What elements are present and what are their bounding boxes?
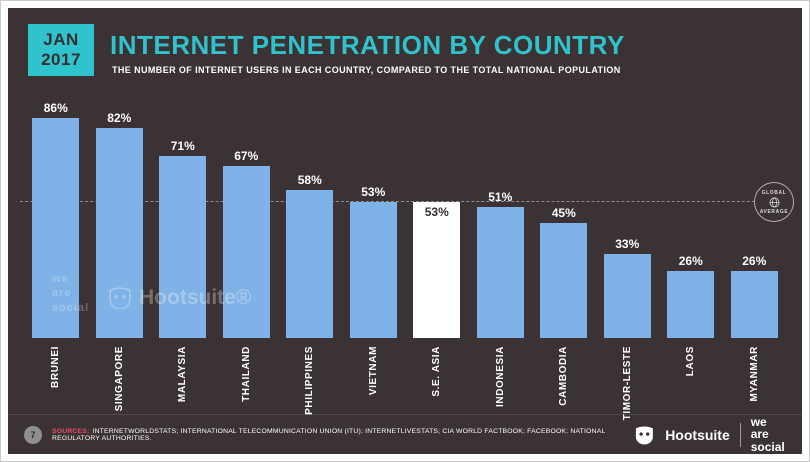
hootsuite-watermark: Hootsuite® bbox=[108, 286, 251, 310]
category-label-text: THAILAND bbox=[240, 346, 252, 402]
hootsuite-logo-text: Hootsuite bbox=[665, 426, 730, 443]
bar-column: 82% bbox=[88, 82, 152, 338]
bar bbox=[730, 271, 778, 338]
watermark-line: social bbox=[52, 301, 90, 314]
bar-column: 26% bbox=[723, 82, 787, 338]
bar-column: 51% bbox=[469, 82, 533, 338]
bar-value-label: 53% bbox=[361, 185, 386, 200]
bar-value-label: 45% bbox=[551, 205, 576, 220]
footer: 7 SOURCES: INTERNETWORLDSTATS; INTERNATIO… bbox=[8, 414, 802, 454]
bar-value-label: 26% bbox=[678, 254, 703, 269]
category-label-text: CAMBODIA bbox=[558, 346, 570, 406]
sources-line: SOURCES: INTERNETWORLDSTATS; INTERNATIONA… bbox=[52, 428, 624, 442]
bar bbox=[603, 253, 651, 338]
global-average-line bbox=[20, 201, 790, 203]
bar-value-label: 58% bbox=[297, 172, 322, 187]
category-label-text: PHILIPPINES bbox=[304, 346, 316, 415]
bar-value-label: 53% bbox=[424, 205, 449, 220]
bar-column: 53% bbox=[405, 82, 469, 338]
bar-column: 71% bbox=[151, 82, 215, 338]
bar bbox=[667, 271, 715, 338]
bar-value-label: 86% bbox=[43, 100, 68, 115]
bar-value-label: 51% bbox=[488, 190, 513, 205]
plot-row: 86% 82% 71% 67% 58% 53% 53% 51% 45% 33% 26% 26% bbox=[24, 82, 786, 338]
category-label: LAOS bbox=[659, 346, 723, 410]
we-are-social-logo-text: we are social bbox=[750, 414, 786, 454]
bar-value-label: 82% bbox=[107, 111, 132, 126]
category-label-text: BRUNEI bbox=[50, 346, 62, 388]
globe-icon bbox=[769, 197, 779, 208]
bar bbox=[540, 222, 588, 338]
slide: JAN 2017 INTERNET PENETRATION BY COUNTRY… bbox=[8, 8, 802, 454]
page-number-badge: 7 bbox=[24, 425, 42, 444]
we-are-social-line: social bbox=[750, 439, 785, 454]
bar-column: 26% bbox=[659, 82, 723, 338]
bar bbox=[159, 156, 207, 338]
bar bbox=[95, 128, 143, 338]
bar bbox=[32, 117, 80, 338]
global-average-label-top: GLOBAL bbox=[761, 189, 787, 196]
bar-column: 67% bbox=[215, 82, 279, 338]
bar bbox=[222, 166, 270, 338]
bar-value-label: 26% bbox=[742, 254, 767, 269]
category-label: MYANMAR bbox=[723, 346, 787, 410]
bar-value-label: 33% bbox=[615, 236, 640, 251]
date-badge-year: 2017 bbox=[41, 50, 81, 69]
page-subtitle: THE NUMBER OF INTERNET USERS IN EACH COU… bbox=[112, 65, 621, 75]
bar bbox=[286, 189, 334, 338]
bar bbox=[476, 207, 524, 338]
footer-branding: Hootsuite we are social bbox=[634, 414, 786, 454]
global-average-badge: GLOBAL AVERAGE bbox=[754, 182, 794, 223]
bar-column: 86% bbox=[24, 82, 88, 338]
bar-highlight: 53% bbox=[413, 202, 461, 338]
bar-column: 45% bbox=[532, 82, 596, 338]
global-average-label-bottom: AVERAGE bbox=[759, 208, 789, 215]
category-label-text: LAOS bbox=[685, 346, 697, 377]
chart-plot-area: 86% 82% 71% 67% 58% 53% 53% 51% 45% 33% 26% 26% GLO… bbox=[20, 82, 794, 338]
category-label: TIMOR-LESTE bbox=[596, 346, 660, 420]
category-label: VIETNAM bbox=[342, 346, 406, 410]
bar-value-label: 67% bbox=[234, 149, 259, 164]
watermark-line: we bbox=[52, 273, 69, 285]
category-label: SINGAPORE bbox=[88, 346, 152, 412]
bar-column: 53% bbox=[342, 82, 406, 338]
we-are-social-watermark: we are social bbox=[52, 272, 89, 315]
category-label-text: MYANMAR bbox=[748, 346, 760, 402]
footer-divider bbox=[739, 422, 741, 447]
category-label-text: SINGAPORE bbox=[113, 346, 125, 412]
category-label-text: VIETNAM bbox=[367, 346, 379, 396]
bar bbox=[349, 202, 397, 338]
category-row: BRUNEI SINGAPORE MALAYSIA THAILAND PHILIPPIN… bbox=[24, 346, 787, 420]
bar-column: 33% bbox=[596, 82, 660, 338]
category-label: CAMBODIA bbox=[532, 346, 596, 410]
category-label-text: TIMOR-LESTE bbox=[621, 346, 633, 421]
category-label-text: INDONESIA bbox=[494, 346, 506, 407]
category-label: THAILAND bbox=[215, 346, 279, 410]
page-title: INTERNET PENETRATION BY COUNTRY bbox=[110, 30, 625, 60]
hootsuite-owl-icon bbox=[636, 425, 654, 444]
bar-value-label: 71% bbox=[170, 139, 195, 154]
category-label-text: S.E. ASIA bbox=[431, 346, 443, 397]
category-label-text: MALAYSIA bbox=[177, 346, 189, 403]
category-label: BRUNEI bbox=[24, 346, 88, 410]
sources-label: SOURCES: bbox=[52, 427, 90, 435]
date-badge: JAN 2017 bbox=[28, 24, 94, 76]
watermark-line: are bbox=[52, 287, 72, 300]
hootsuite-watermark-text: Hootsuite® bbox=[139, 286, 252, 309]
category-label: MALAYSIA bbox=[151, 346, 215, 410]
owl-icon bbox=[109, 287, 131, 309]
category-label: PHILIPPINES bbox=[278, 346, 342, 415]
category-label: INDONESIA bbox=[469, 346, 533, 410]
category-label: S.E. ASIA bbox=[405, 346, 469, 410]
sources-text: INTERNETWORLDSTATS; INTERNATIONAL TELECO… bbox=[52, 427, 606, 442]
we-are-social-line: we are bbox=[750, 414, 769, 442]
date-badge-month: JAN bbox=[43, 29, 79, 49]
bar-column: 58% bbox=[278, 82, 342, 338]
